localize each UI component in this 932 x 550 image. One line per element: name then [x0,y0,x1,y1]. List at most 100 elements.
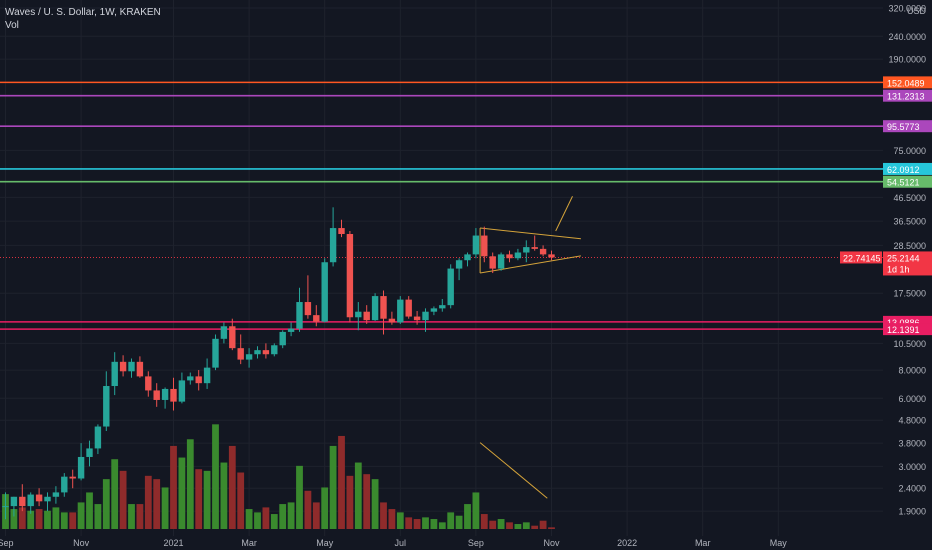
volume-bar [497,519,505,529]
currency-label: USD [907,6,927,16]
volume-bar [312,502,320,529]
volume-bar [10,509,18,529]
volume-bar [531,525,539,529]
candle-body [523,247,530,253]
y-tick-label: 46.5000 [893,193,926,203]
level-price-label: 13.0886 [887,318,920,328]
volume-bar [178,457,186,529]
x-tick-label: May [770,538,788,548]
y-tick-label: 190.0000 [888,55,926,65]
candle-body [355,311,362,318]
candle-body [19,496,26,507]
candle-body [27,494,34,507]
level-price-label: 62.0912 [887,165,920,175]
y-tick-label: 75.0000 [893,146,926,156]
volume-bar [195,469,203,529]
volume-bar [220,462,228,529]
x-tick-label: Nov [543,538,560,548]
volume-bar [254,512,261,529]
candle-body [464,254,471,261]
x-tick-label: Sep [0,538,14,548]
volume-bar [514,524,522,529]
trend-line [479,442,548,499]
candle-body [304,302,312,316]
y-tick-label: 3.0000 [898,462,926,472]
candle-body [136,361,144,377]
candle-body [195,376,202,384]
y-tick-label: 6.0000 [898,394,926,404]
volume-bar [60,512,68,529]
candle-body [405,299,412,317]
crosshair-price-label: 22.74145 [843,253,881,263]
candle-body [279,331,286,346]
volume-bar [186,439,194,529]
level-price-label: 54.5121 [887,178,920,188]
volume-bar [27,510,35,529]
candle-body [497,254,505,269]
volume-bar [346,475,354,529]
candle-body [489,256,496,269]
volume-bar [128,504,135,529]
candle-body [94,426,102,449]
level-price-label: 152.0489 [887,78,925,88]
x-tick-label: Mar [241,538,257,548]
candle-body [430,308,438,312]
current-price-countdown: 1d 1h [887,264,910,274]
y-tick-label: 320.0000 [888,4,926,14]
volume-bar [489,520,497,529]
volume-bar [279,504,287,529]
volume-label: Vol [5,20,19,31]
x-tick-label: 2021 [163,538,183,548]
volume-bar [245,509,253,529]
y-tick-label: 10.5000 [893,339,926,349]
volume-bar [354,462,362,529]
volume-bar [228,445,236,529]
candle-body [506,254,513,259]
candle-body [472,235,480,255]
volume-bar [548,527,555,529]
volume-bar [44,510,51,529]
candle-body [111,361,118,387]
volume-bar [329,445,337,529]
trend-line [555,196,573,232]
candle-body [170,388,177,402]
level-price-tag [883,323,932,336]
candle-body [380,296,387,319]
volume-bar [430,519,438,529]
x-tick-label: 2022 [617,538,637,548]
candle-body [2,506,9,508]
volume-bar [296,465,303,529]
candle-body [128,361,135,372]
current-price-tag [883,251,932,276]
volume-bar [262,507,270,529]
volume-bar [304,490,312,529]
y-tick-label: 2.4000 [898,484,926,494]
candle-body [187,376,194,381]
candle-body [254,350,261,355]
y-tick-label: 28.5000 [893,241,926,251]
volume-bar [153,479,161,529]
candle-body [161,388,169,400]
candle-body [178,380,186,402]
price-axis: 152.0489 131.2313 95.5773 62.0912 54.5121 13.… [840,4,932,517]
volume-bar [170,445,177,529]
x-tick-label: Mar [695,538,711,548]
level-price-tag [883,120,932,133]
candles [2,207,555,520]
chart-grid [0,0,883,536]
volume-bar [111,459,119,529]
candle-body [245,354,253,360]
x-tick-label: May [316,538,334,548]
candle-body [413,316,421,321]
candle-body [439,305,446,309]
level-price-tag [883,76,932,89]
volume-bar [203,470,211,529]
volume-bar [438,522,446,529]
candle-body [103,386,110,427]
volume-bar [77,502,85,529]
x-tick-label: Jul [395,538,407,548]
symbol-title[interactable]: Waves / U. S. Dollar, 1W, KRAKEN [5,7,161,18]
volume-bar [35,509,43,529]
volume-bar [506,522,513,529]
